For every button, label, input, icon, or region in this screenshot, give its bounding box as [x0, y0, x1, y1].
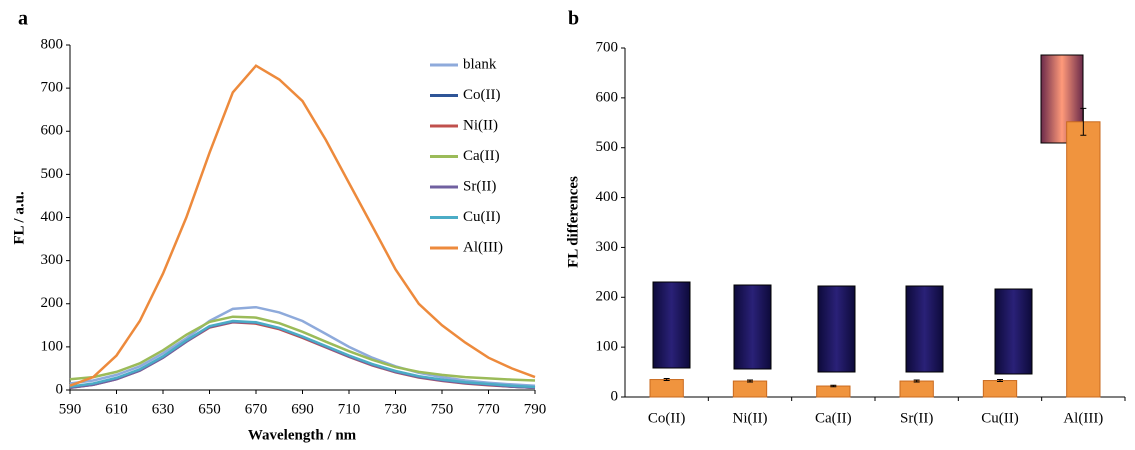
x-tick-label: 710 — [338, 401, 361, 417]
y-tick-label: 100 — [41, 338, 64, 354]
y-tick-label: 400 — [41, 209, 64, 225]
bar — [649, 379, 684, 398]
x-tick-label: 630 — [152, 401, 175, 417]
vial — [817, 285, 856, 373]
series-line — [69, 315, 536, 382]
bar — [1066, 121, 1101, 398]
error-bar — [997, 379, 1003, 383]
error-bar — [913, 379, 920, 383]
y-tick-label: 500 — [41, 166, 64, 182]
x-tick-label: Al(III) — [1063, 410, 1103, 426]
vial — [994, 288, 1033, 375]
x-tick-label: 670 — [245, 401, 268, 417]
legend-label: Co(II) — [463, 87, 501, 103]
x-tick-label: Ni(II) — [733, 410, 768, 426]
x-tick-label: 590 — [59, 401, 82, 417]
x-tick-label: Cu(II) — [981, 410, 1019, 426]
bar — [732, 380, 768, 398]
legend-label: Cu(II) — [463, 209, 501, 225]
bar — [899, 380, 934, 398]
y-tick-label: 700 — [41, 80, 64, 96]
series-line — [69, 64, 536, 387]
vial — [733, 284, 772, 370]
legend-label: Sr(II) — [463, 178, 496, 194]
y-tick-label: 400 — [596, 189, 619, 205]
bar — [816, 385, 851, 398]
legend-label: Ni(II) — [463, 117, 498, 133]
x-tick-label: 690 — [291, 401, 314, 417]
legend-label: blank — [463, 56, 497, 72]
y-axis-title: FL differences — [565, 176, 581, 268]
y-tick-label: 200 — [596, 289, 619, 305]
error-bar — [1080, 107, 1087, 136]
x-tick-label: 650 — [198, 401, 221, 417]
vial — [652, 281, 691, 369]
y-tick-label: 100 — [596, 339, 619, 355]
error-bar — [747, 379, 753, 383]
y-tick-label: 600 — [596, 89, 619, 105]
panel-label: a — [18, 8, 28, 30]
vial — [905, 285, 944, 373]
error-bar — [663, 378, 670, 382]
legend-label: Al(III) — [463, 239, 503, 255]
y-tick-label: 700 — [596, 39, 619, 55]
vial-photos — [652, 54, 1084, 375]
y-tick-label: 800 — [41, 36, 64, 52]
series-line — [69, 305, 536, 387]
y-tick-label: 500 — [596, 139, 619, 155]
x-tick-label: 610 — [105, 401, 128, 417]
bar — [982, 380, 1018, 398]
y-tick-label: 200 — [41, 295, 64, 311]
x-tick-label: 790 — [524, 401, 547, 417]
x-tick-label: 730 — [384, 401, 407, 417]
y-tick-label: 300 — [41, 252, 64, 268]
y-tick-label: 300 — [596, 239, 619, 255]
y-tick-label: 0 — [56, 381, 64, 397]
x-tick-label: 750 — [431, 401, 454, 417]
x-tick-label: Ca(II) — [815, 410, 852, 426]
x-tick-label: Sr(II) — [900, 410, 933, 426]
error-bar — [830, 384, 837, 388]
y-tick-label: 600 — [41, 123, 64, 139]
x-tick-label: 770 — [477, 401, 500, 417]
y-axis-title: FL / a.u. — [11, 191, 27, 245]
series-line — [69, 319, 536, 389]
x-tick-label: Co(II) — [648, 410, 686, 426]
panel-label: b — [568, 8, 579, 30]
legend-label: Ca(II) — [463, 148, 500, 164]
y-tick-label: 0 — [611, 388, 619, 404]
x-axis-title: Wavelength / nm — [248, 427, 357, 443]
